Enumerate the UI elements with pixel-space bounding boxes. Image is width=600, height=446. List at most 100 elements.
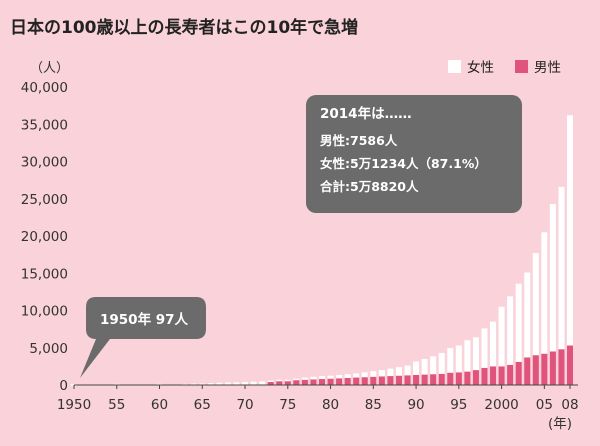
bar-male [301,379,308,385]
bar-male [567,345,573,385]
bar-male [293,380,300,385]
bar-male [319,379,325,385]
bar-female [319,376,325,380]
bar-female [481,328,488,368]
bar-female [421,358,428,375]
x-tick-label: 05 [536,397,553,413]
x-unit-label: (年) [548,416,572,432]
bar-female [490,321,497,367]
callout-2014-male: 男性:7586人 [320,133,398,148]
bar-female [455,345,462,373]
bar-female [242,382,249,385]
bar-female [216,382,223,385]
bar-female [404,365,411,376]
bar-male [532,355,539,385]
callout-1950-bubble [80,297,206,378]
bar-male [472,370,479,385]
bar-male [447,372,454,385]
x-tick-label: 70 [236,397,253,413]
bar-male [284,380,291,385]
bar-female [541,232,548,354]
callout-2014-box [306,95,522,213]
bar-female [515,283,522,362]
bar-male [515,361,522,385]
bar-female [224,382,231,385]
bar-female [190,383,197,386]
legend-label-male: 男性 [534,60,561,76]
bar-female [310,376,317,380]
x-tick-label: 60 [151,397,168,413]
y-tick-label: 15,000 [21,266,68,282]
bar-female [353,373,360,378]
bar-female [524,272,531,358]
legend-swatch-male [515,60,528,73]
bar-female [267,380,274,383]
legend-label-female: 女性 [467,59,494,76]
bar-female [259,381,266,385]
chart-title: 日本の100歳以上の長寿者はこの10年で急増 [10,17,358,38]
bar-female [532,253,539,356]
bar-male [267,381,274,385]
bar-female [413,361,420,375]
bar-male [361,377,368,385]
legend: 女性 男性 [448,59,561,76]
bar-female [276,379,283,382]
bar-female [370,371,377,377]
bar-female [293,378,300,381]
bar-female [430,356,437,375]
bar-male [507,364,514,385]
bar-female [284,379,291,382]
legend-swatch-female [448,60,461,73]
y-tick-label: 20,000 [21,229,68,245]
bar-male [387,376,394,385]
x-tick-label: 95 [450,397,467,413]
bar-female [233,382,240,385]
bar-male [276,380,283,385]
x-tick-label: 75 [279,397,296,413]
bar-female [199,383,206,386]
x-tick-label: 2000 [484,397,518,413]
bar-female [438,352,445,374]
bar-male [421,374,428,385]
bar-male [344,377,351,385]
bar-male [481,367,488,385]
callout-2014-female: 女性:5万1234人（87.1%） [320,156,487,171]
y-tick-label: 5,000 [29,341,68,357]
callout-2014-total: 合計:5万8820人 [320,179,419,194]
y-unit-label: （人） [30,61,69,76]
callout-1950-text: 1950年 97人 [100,311,189,328]
bar-male [455,372,462,385]
bar-male [370,376,377,385]
x-tick-label: 08 [561,397,578,413]
y-tick-label: 0 [59,378,68,394]
bar-male [430,374,437,385]
bar-female [447,348,454,373]
bar-female [472,337,479,371]
bar-female [567,115,573,346]
bar-female [507,296,514,365]
y-tick-label: 30,000 [21,155,68,171]
bar-male [413,374,420,385]
x-tick-label: 55 [108,397,125,413]
bar-female [336,374,343,379]
callout-2014: 2014年は…… 男性:7586人 女性:5万1234人（87.1%） 合計:5… [306,95,522,213]
bar-female [498,306,505,367]
x-tick-label: 85 [365,397,382,413]
bar-female [558,186,565,350]
bar-male [549,351,556,385]
bar-male [490,366,497,385]
bar-male [541,353,548,385]
bar-female [395,367,402,376]
y-tick-label: 10,000 [21,304,68,320]
bar-female [387,368,394,377]
bar-female [327,375,334,379]
callout-1950: 1950年 97人 [80,297,206,378]
x-tick-label: 80 [322,397,339,413]
bar-male [353,377,360,385]
bar-female [250,381,257,385]
x-tick-label: 90 [407,397,424,413]
bar-female [361,372,368,378]
bar-male [498,366,505,385]
y-tick-label: 40,000 [21,80,68,96]
